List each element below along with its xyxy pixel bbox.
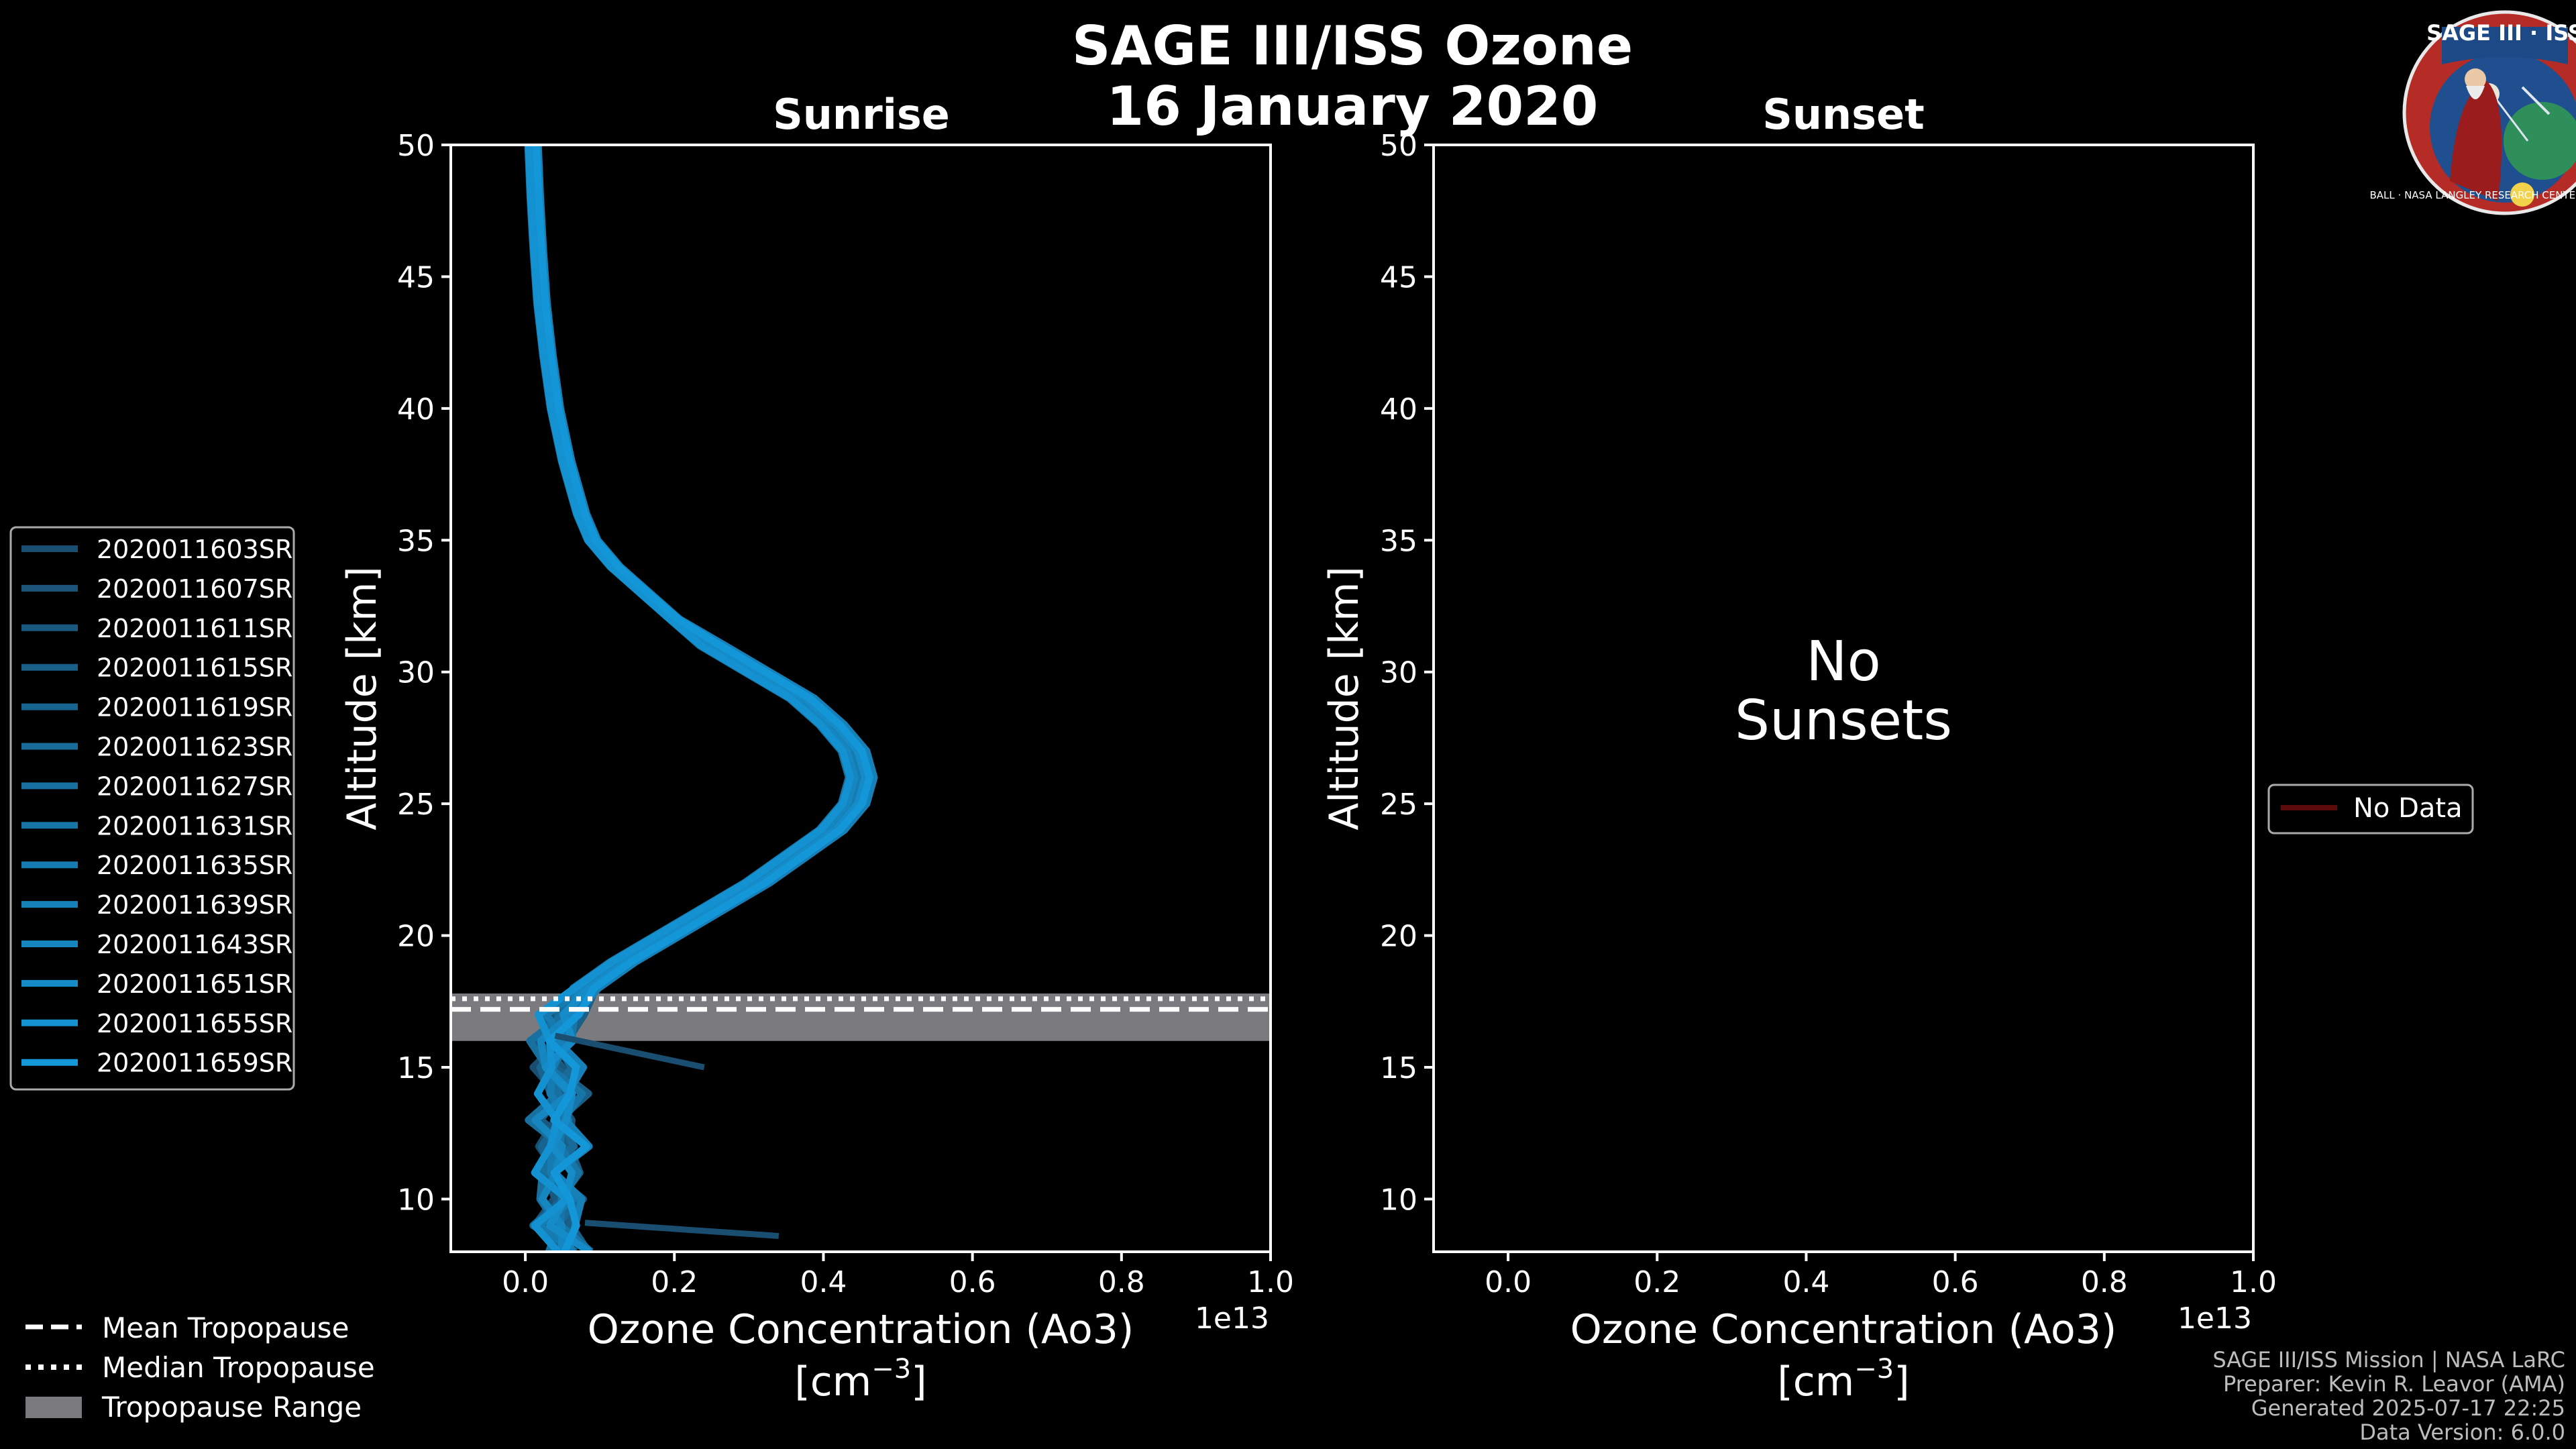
tropopause-legend: Mean Tropopause Median Tropopause Tropop… [25,1311,375,1424]
sunset-plot-area [1434,145,2253,1252]
tropopause-range-label: Tropopause Range [101,1391,362,1424]
sunrise-y-tick-label: 10 [397,1183,435,1217]
sunrise-x-tick-label: 0.4 [800,1265,847,1299]
sage-iii-iss-logo: SAGE III · ISS BALL · NASA LANGLEY RESEA… [2370,10,2576,215]
logo-ring-text: BALL · NASA LANGLEY RESEARCH CENTER · TA… [2370,189,2576,201]
no-sunsets-message-line2: Sunsets [1735,689,1952,753]
sunrise-x-axis-label: Ozone Concentration (Ao3) [588,1306,1134,1353]
sunset-x-tick-label: 0.2 [1633,1265,1680,1299]
sunrise-x-tick-label: 0.0 [502,1265,549,1299]
sunrise-y-tick-label: 45 [397,260,435,294]
sunset-y-tick-label: 35 [1380,524,1417,558]
legend-label-2020011659SR: 2020011659SR [97,1049,292,1078]
sunset-y-axis-label: Altitude [km] [1321,566,1368,830]
sunrise-plot-area [451,145,1271,1252]
sunset-x-axis-label: Ozone Concentration (Ao3) [1570,1306,2117,1353]
sunset-x-tick-label: 1.0 [2230,1265,2277,1299]
sunset-x-tick-label: 0.0 [1485,1265,1532,1299]
sunset-legend: No Data [2267,784,2474,835]
sunrise-x-tick-label: 0.8 [1098,1265,1145,1299]
footer-data-version: Data Version: 6.0.0 [2359,1419,2565,1445]
sunset-legend-frame [2267,784,2474,835]
sunset-y-tick-label: 45 [1380,260,1417,294]
footer-mission: SAGE III/ISS Mission | NASA LaRC [2212,1347,2565,1373]
sunrise-axes-frame [449,144,1272,1253]
sunrise-x-axis-units: [cm−3] [794,1354,926,1405]
sunrise-x-tick-label: 1.0 [1247,1265,1294,1299]
sunset-x-tick-label: 0.4 [1782,1265,1829,1299]
sunrise-panel-title: Sunrise [773,90,950,139]
footer-credits: SAGE III/ISS Mission | NASA LaRC Prepare… [2212,1347,2565,1445]
sunset-panel-title: Sunset [1762,90,1925,139]
sunrise-x-offset-label: 1e13 [1195,1301,1269,1336]
figure-title-line2: 16 January 2020 [1107,75,1599,138]
series-legend-frame [9,526,295,1091]
sunrise-y-tick-label: 25 [397,788,435,822]
legend-label-2020011651SR: 2020011651SR [97,969,292,999]
sunset-y-tick-label: 25 [1380,788,1417,822]
sunrise-x-tick-label: 0.2 [651,1265,698,1299]
profile-2020011659SR [533,145,873,1252]
sunrise-series-legend: 2020011603SR 2020011607SR 2020011611SR 2020… [9,526,295,1091]
sunset-y-tick-label: 15 [1380,1051,1417,1085]
sunset-y-tick-label: 40 [1380,392,1417,427]
legend-label-2020011603SR: 2020011603SR [97,535,292,564]
legend-label-2020011643SR: 2020011643SR [97,930,292,959]
legend-label-2020011607SR: 2020011607SR [97,574,292,604]
mean-tropopause-label: Mean Tropopause [102,1311,349,1344]
sunset-y-tick-label: 30 [1380,656,1417,690]
legend-label-2020011615SR: 2020011615SR [97,653,292,683]
profile-2020011655SR [525,145,854,1252]
sunset-y-tick-label: 10 [1380,1183,1417,1217]
legend-label-2020011635SR: 2020011635SR [97,851,292,880]
no-sunsets-message-line1: No [1806,630,1881,694]
figure-title-line1: SAGE III/ISS Ozone [1072,15,1633,77]
legend-label-2020011611SR: 2020011611SR [97,614,292,643]
sunrise-y-tick-label: 40 [397,392,435,427]
legend-label-2020011623SR: 2020011623SR [97,733,292,762]
legend-label-2020011655SR: 2020011655SR [97,1009,292,1038]
sunset-panel: 0.0 0.2 0.4 0.6 0.8 1.0 10 15 20 25 30 35 40 45 50 No… [1321,129,2277,1405]
sunset-axes-frame [1432,144,2255,1253]
sunrise-y-tick-label: 30 [397,656,435,690]
no-data-label: No Data [2353,793,2463,824]
sunset-y-tick-label: 20 [1380,920,1417,954]
sunset-x-offset-label: 1e13 [2178,1301,2252,1336]
profile-outlier-spike [584,1220,780,1239]
sunrise-y-tick-label: 35 [397,524,435,558]
legend-label-2020011619SR: 2020011619SR [97,693,292,722]
profile-outlier-spike [554,1032,705,1071]
tropopause-range-swatch [25,1397,82,1418]
sunrise-y-axis-label: Altitude [km] [339,566,386,830]
median-tropopause-label: Median Tropopause [102,1351,375,1384]
sunrise-x-tick-label: 0.6 [949,1265,996,1299]
footer-generated: Generated 2025-07-17 22:25 [2251,1395,2565,1421]
sunset-x-tick-label: 0.6 [1932,1265,1979,1299]
sunset-x-axis-units: [cm−3] [1777,1354,1909,1405]
logo-label: SAGE III · ISS [2426,20,2576,46]
sunset-x-tick-label: 0.8 [2081,1265,2128,1299]
sunrise-y-tick-label: 15 [397,1051,435,1085]
sunset-y-tick-label: 50 [1380,129,1417,163]
legend-label-2020011627SR: 2020011627SR [97,771,292,801]
sunrise-y-tick-label: 20 [397,920,435,954]
legend-label-2020011631SR: 2020011631SR [97,811,292,841]
footer-preparer: Preparer: Kevin R. Leavor (AMA) [2223,1371,2565,1397]
sunrise-panel: 0.0 0.2 0.4 0.6 0.8 1.0 10 15 20 25 30 35 40 45 50 Oz… [339,129,1294,1405]
sunrise-y-tick-label: 50 [397,129,435,163]
legend-label-2020011639SR: 2020011639SR [97,890,292,920]
